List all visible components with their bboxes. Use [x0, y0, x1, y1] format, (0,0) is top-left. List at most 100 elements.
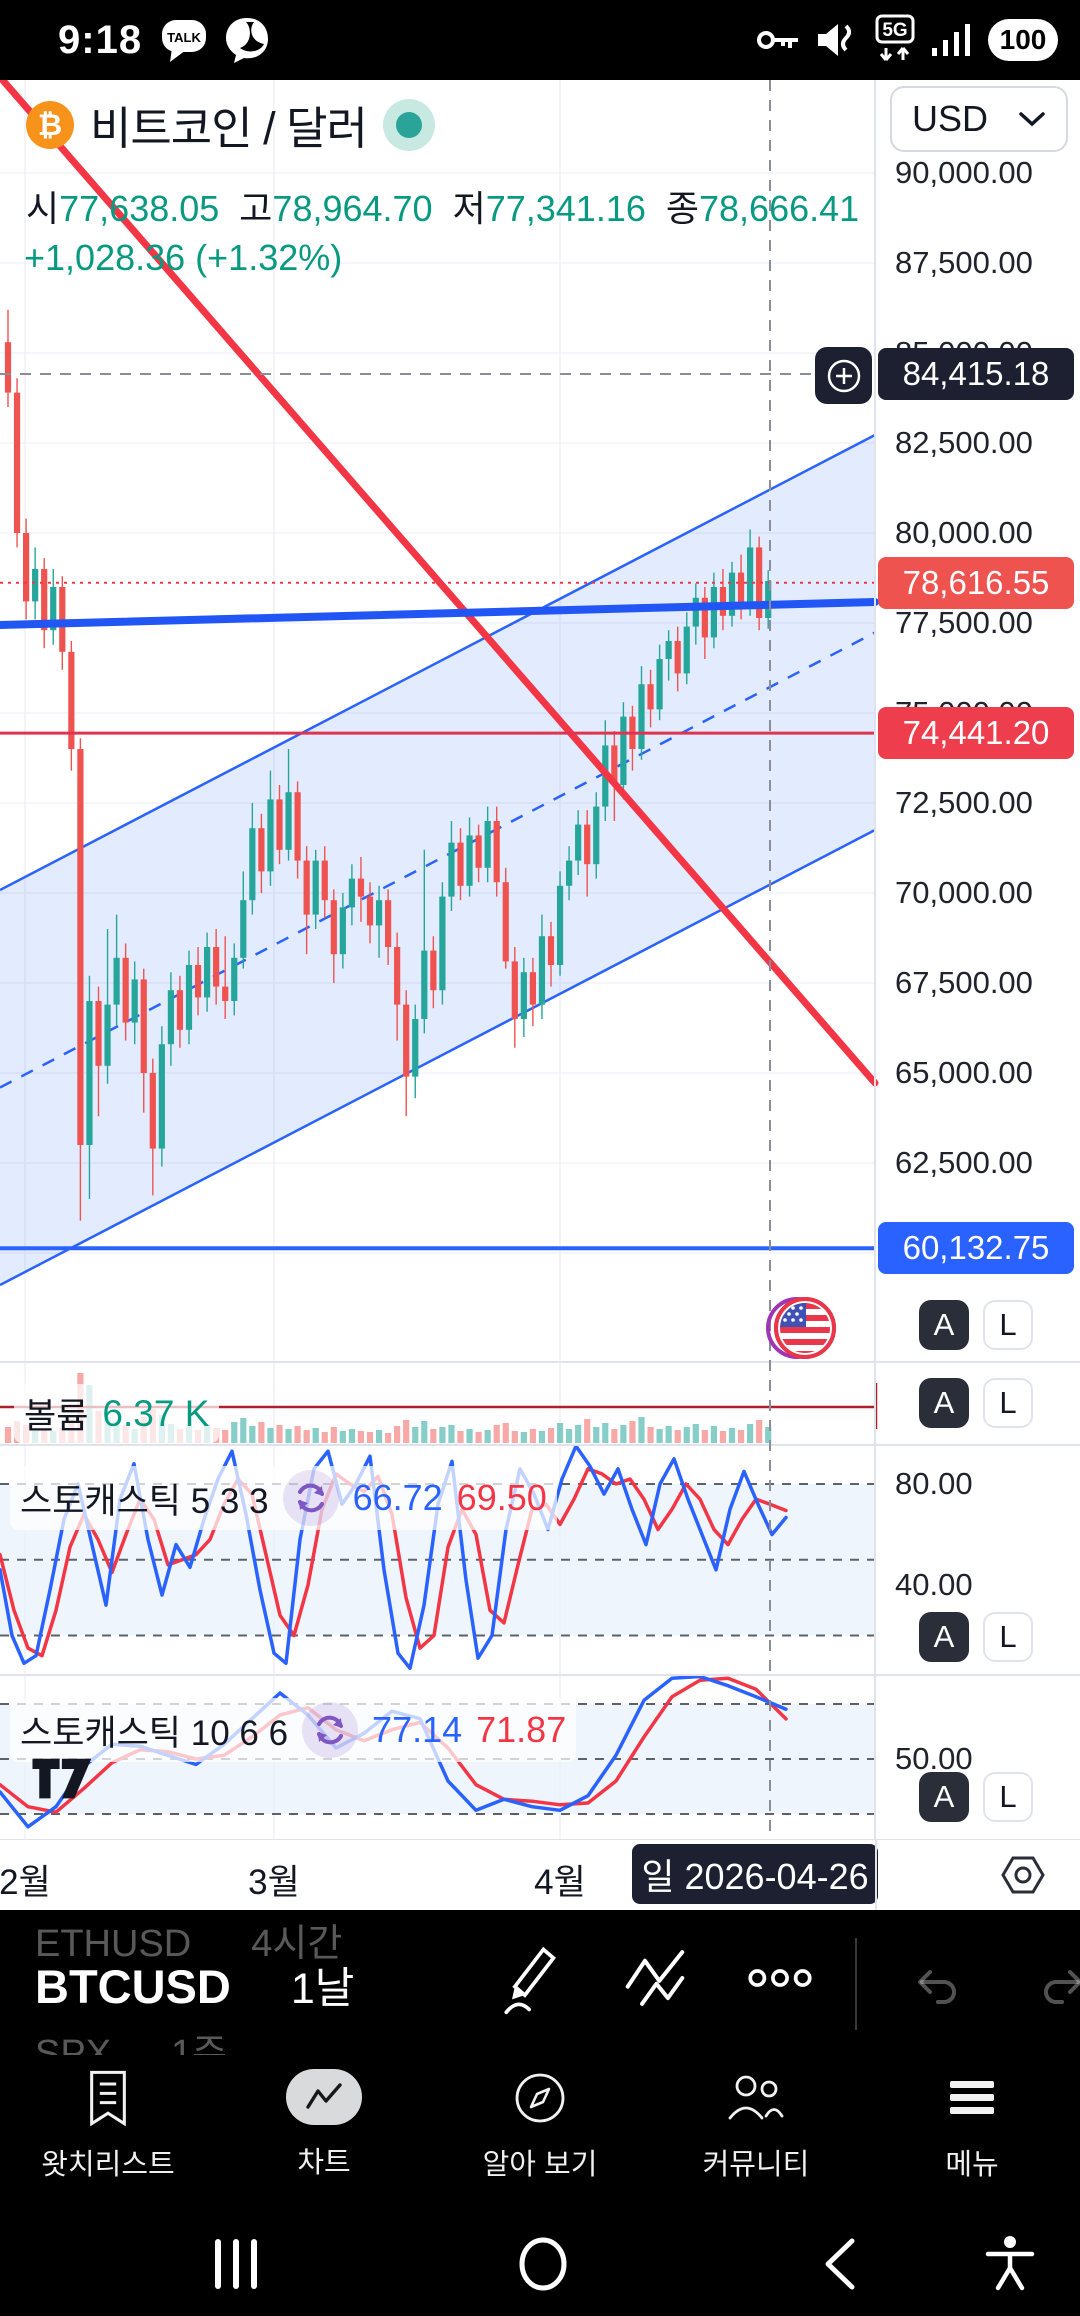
- chat-bubble-icon: [226, 18, 269, 63]
- stoch2-k-value: 77.14: [372, 1709, 463, 1750]
- log-scale-button[interactable]: L: [983, 1300, 1033, 1350]
- volume-value: 6.37 K: [102, 1392, 210, 1434]
- nav-menu-label: 메뉴: [945, 2149, 999, 2181]
- nav-explore[interactable]: 알아 보기: [432, 2055, 648, 2212]
- stoch1-d-value: 69.50: [456, 1477, 547, 1518]
- auto-scale-button[interactable]: A: [919, 1378, 969, 1428]
- loading-sync-icon: [282, 1470, 339, 1526]
- symbol-header[interactable]: ₿ 비트코인 / 달러: [26, 92, 435, 157]
- battery-indicator: 100: [988, 19, 1058, 61]
- log-scale-button[interactable]: L: [983, 1612, 1033, 1662]
- kakaotalk-icon: TALK: [162, 20, 207, 62]
- volume-legend[interactable]: 볼륨 6.37 K: [14, 1384, 220, 1443]
- nav-menu[interactable]: 메뉴: [864, 2055, 1080, 2212]
- market-status-icon: [382, 98, 435, 151]
- compass-icon: [513, 2069, 567, 2127]
- loading-sync-icon: [302, 1702, 359, 1758]
- currency-value: USD: [912, 98, 989, 139]
- price-tick-label: 67,500.00: [895, 965, 1033, 1000]
- auto-scale-button[interactable]: A: [919, 1612, 969, 1662]
- recent-apps-button[interactable]: [213, 2238, 259, 2295]
- time-tick-label: 3월: [248, 1863, 300, 1902]
- nav-chart[interactable]: 차트: [216, 2055, 432, 2212]
- redo-button[interactable]: [1036, 1958, 1080, 2015]
- price-tick-label: 90,000.00: [895, 155, 1033, 190]
- axis-settings-icon[interactable]: [998, 1850, 1048, 1905]
- watchlist-icon: [84, 2069, 132, 2127]
- bottom-navigation: 왓치리스트 차트 알아 보기: [0, 2055, 1080, 2212]
- home-button[interactable]: [516, 2236, 570, 2297]
- svg-text:TALK: TALK: [167, 30, 201, 45]
- symbol-title: 비트코인 / 달러: [90, 103, 368, 154]
- nav-watchlist[interactable]: 왓치리스트: [0, 2055, 216, 2212]
- nav-explore-label: 알아 보기: [482, 2149, 598, 2181]
- low-label: 저: [452, 188, 486, 229]
- price-tick-label: 87,500.00: [895, 245, 1033, 280]
- ohlc-row: 시77,638.05 고78,964.70 저77,341.16 종78,666…: [26, 180, 859, 232]
- signal-bars-icon: [932, 24, 970, 56]
- status-time: 9:18: [58, 17, 143, 62]
- community-icon: [726, 2069, 786, 2127]
- axis-divider: [875, 1840, 877, 1910]
- indicators-icon[interactable]: [622, 1943, 688, 2013]
- stoch-tick-label: 80.00: [895, 1466, 973, 1501]
- accessibility-button[interactable]: [984, 2234, 1036, 2297]
- more-options-icon[interactable]: [746, 1958, 814, 1998]
- auto-scale-button[interactable]: A: [919, 1772, 969, 1822]
- android-navigation-bar: [0, 2212, 1080, 2316]
- auto-scale-button[interactable]: A: [919, 1300, 969, 1350]
- circled-plus-icon: [827, 359, 860, 392]
- close-label: 종: [665, 188, 700, 229]
- chevron-down-icon: [1019, 112, 1045, 127]
- chart-icon: [286, 2069, 362, 2125]
- undo-button[interactable]: [912, 1958, 964, 2015]
- price-tick-label: 72,500.00: [895, 785, 1033, 820]
- log-scale-button[interactable]: L: [983, 1772, 1033, 1822]
- add-alert-plus-button[interactable]: [815, 347, 872, 404]
- crosshair-date-label: 일 2026-04-26: [632, 1844, 878, 1904]
- time-tick-label: 2월: [0, 1863, 51, 1902]
- price-tick-label: 70,000.00: [895, 875, 1033, 910]
- prev-symbol: ETHUSD: [35, 1923, 192, 1965]
- price-tick-label: 65,000.00: [895, 1055, 1033, 1090]
- prev-interval: 4시간: [251, 1923, 343, 1965]
- open-value: 77,638.05: [59, 188, 220, 229]
- price-marker-label: 84,415.18: [878, 348, 1074, 401]
- nav-watchlist-label: 왓치리스트: [41, 2149, 175, 2181]
- symbol-picker-active[interactable]: BTCUSD 1날: [35, 1954, 354, 2016]
- open-label: 시: [26, 188, 60, 229]
- stoch-10-6-6-legend[interactable]: 스토캐스틱 10 6 6 77.14 71.87: [10, 1698, 577, 1762]
- nav-chart-label: 차트: [297, 2147, 351, 2179]
- active-interval: 1날: [290, 1965, 355, 2013]
- menu-icon: [948, 2069, 996, 2127]
- chart-toolbar: ETHUSD 4시간 BTCUSD 1날 SPX 1주: [0, 1910, 1080, 2075]
- price-axis[interactable]: 90,000.0087,500.0085,000.0082,500.0080,0…: [875, 80, 1080, 1840]
- price-tick-label: 77,500.00: [895, 605, 1033, 640]
- price-marker-label: 60,132.75: [878, 1222, 1074, 1275]
- toolbar-divider: [855, 1938, 857, 2030]
- svg-text:5G: 5G: [882, 20, 907, 41]
- symbol-picker-prev[interactable]: ETHUSD 4시간: [35, 1912, 342, 1967]
- stoch-tick-label: 40.00: [895, 1567, 973, 1602]
- stoch-5-3-3-legend[interactable]: 스토캐스틱 5 3 3 66.72 69.50: [10, 1466, 557, 1530]
- time-axis[interactable]: 일 2026-04-26 2월 3월 4월: [0, 1840, 1080, 1910]
- tradingview-logo[interactable]: [30, 1752, 96, 1809]
- stoch2-d-value: 71.87: [476, 1709, 567, 1750]
- price-marker-label: 74,441.20: [878, 707, 1074, 760]
- stoch2-title: 스토캐스틱 10 6 6: [20, 1713, 289, 1753]
- log-scale-button[interactable]: L: [983, 1378, 1033, 1428]
- back-button[interactable]: [822, 2238, 858, 2295]
- price-marker-label: 78,616.55: [878, 556, 1074, 609]
- draw-tool-icon[interactable]: [500, 1938, 564, 2018]
- network-5g-icon: 5G: [875, 14, 915, 61]
- close-value: 78,666.41: [699, 188, 860, 229]
- nav-community[interactable]: 커뮤니티: [648, 2055, 864, 2212]
- stoch-tick-label: 50.00: [895, 1740, 973, 1776]
- currency-selector[interactable]: USD: [890, 86, 1068, 152]
- us-flag-event-icon[interactable]: [763, 1291, 841, 1370]
- price-tick-label: 82,500.00: [895, 425, 1033, 460]
